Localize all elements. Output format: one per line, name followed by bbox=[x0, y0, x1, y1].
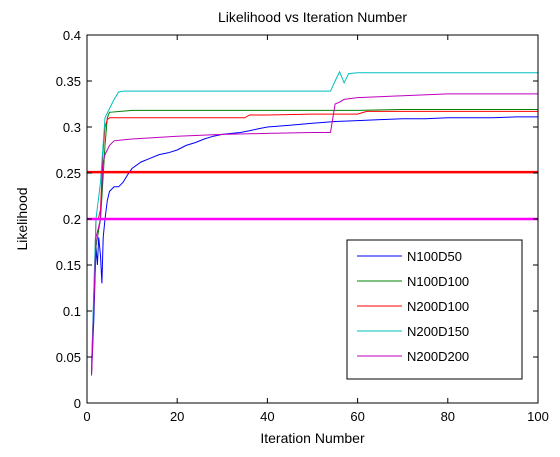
x-tick-label: 40 bbox=[260, 409, 274, 424]
y-tick-label: 0 bbox=[74, 396, 81, 411]
legend-label-n200d100: N200D100 bbox=[407, 299, 469, 314]
legend-label-n100d100: N100D100 bbox=[407, 274, 469, 289]
y-tick-label: 0.15 bbox=[56, 258, 81, 273]
y-tick-label: 0.35 bbox=[56, 74, 81, 89]
series-line-n100d100 bbox=[91, 109, 538, 367]
x-axis-label: Iteration Number bbox=[260, 430, 365, 446]
y-axis-label: Likelihood bbox=[14, 187, 30, 250]
y-tick-label: 0.1 bbox=[63, 304, 81, 319]
x-tick-label: 0 bbox=[83, 409, 90, 424]
series-line-n100d50 bbox=[91, 116, 538, 376]
legend-label-n100d50: N100D50 bbox=[407, 249, 462, 264]
series-line-n200d200 bbox=[91, 93, 538, 376]
legend-label-n200d200: N200D200 bbox=[407, 349, 469, 364]
series-line-n200d150 bbox=[91, 70, 538, 367]
y-tick-label: 0.4 bbox=[63, 28, 81, 43]
x-tick-label: 100 bbox=[527, 409, 549, 424]
legend-label-n200d150: N200D150 bbox=[407, 324, 469, 339]
y-tick-label: 0.25 bbox=[56, 166, 81, 181]
x-tick-label: 20 bbox=[170, 409, 184, 424]
y-tick-label: 0.2 bbox=[63, 212, 81, 227]
y-tick-label: 0.05 bbox=[56, 350, 81, 365]
x-tick-label: 60 bbox=[350, 409, 364, 424]
chart-title: Likelihood vs Iteration Number bbox=[218, 9, 407, 25]
x-tick-label: 80 bbox=[441, 409, 455, 424]
y-tick-label: 0.3 bbox=[63, 120, 81, 135]
